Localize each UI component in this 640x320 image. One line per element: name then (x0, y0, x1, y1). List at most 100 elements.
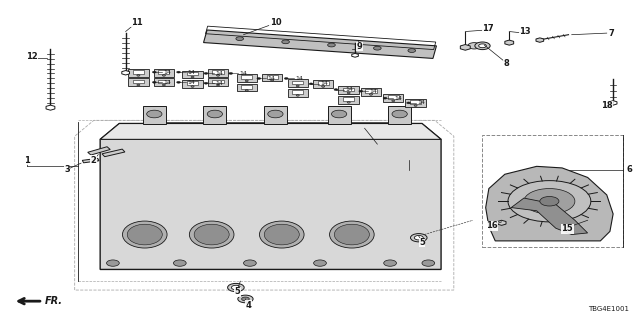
Circle shape (384, 260, 396, 266)
Ellipse shape (122, 221, 167, 248)
Circle shape (309, 83, 313, 85)
Circle shape (392, 110, 407, 118)
Text: TBG4E1001: TBG4E1001 (588, 306, 629, 312)
Circle shape (359, 90, 363, 92)
Polygon shape (511, 198, 588, 235)
Circle shape (236, 37, 244, 41)
Circle shape (414, 105, 417, 106)
Bar (328, 106, 351, 124)
Bar (208, 69, 228, 76)
Text: 5: 5 (234, 287, 240, 296)
Polygon shape (83, 158, 99, 163)
Polygon shape (122, 70, 129, 75)
Text: 18: 18 (601, 101, 612, 110)
Text: 15: 15 (561, 224, 573, 233)
Circle shape (207, 110, 223, 118)
Bar (182, 70, 203, 78)
Circle shape (242, 297, 249, 301)
Bar (383, 94, 403, 102)
Circle shape (191, 76, 194, 78)
Bar (204, 106, 227, 124)
Bar (212, 80, 223, 84)
Text: 7: 7 (609, 28, 614, 38)
Bar (241, 76, 252, 79)
Circle shape (479, 44, 486, 48)
Polygon shape (352, 53, 358, 57)
Circle shape (410, 234, 427, 242)
Text: 14: 14 (215, 71, 223, 76)
Bar (292, 81, 303, 84)
Polygon shape (204, 30, 436, 59)
Bar (287, 79, 308, 87)
Bar (483, 135, 623, 247)
Circle shape (332, 110, 347, 118)
Circle shape (137, 84, 140, 86)
Bar (154, 69, 174, 76)
Circle shape (216, 84, 220, 86)
Text: 1: 1 (24, 156, 30, 164)
Circle shape (422, 260, 435, 266)
Text: 14: 14 (345, 87, 353, 92)
Circle shape (508, 180, 591, 222)
Circle shape (408, 49, 415, 52)
Circle shape (177, 71, 180, 73)
Circle shape (347, 92, 350, 94)
Circle shape (524, 188, 575, 214)
Circle shape (191, 86, 194, 87)
Bar (339, 86, 359, 94)
Circle shape (204, 82, 208, 84)
Polygon shape (88, 147, 110, 155)
Ellipse shape (330, 221, 374, 248)
Polygon shape (100, 124, 441, 140)
Polygon shape (609, 101, 617, 105)
Text: 14: 14 (320, 81, 328, 86)
Text: 2: 2 (91, 156, 97, 164)
Circle shape (152, 81, 156, 83)
Circle shape (137, 75, 140, 76)
Circle shape (282, 40, 289, 44)
Text: 14: 14 (268, 76, 276, 81)
Bar (154, 78, 174, 86)
Polygon shape (460, 44, 470, 50)
Text: 14: 14 (188, 70, 195, 75)
Text: 11: 11 (131, 18, 142, 27)
Circle shape (475, 42, 490, 50)
Circle shape (468, 43, 481, 49)
Bar (313, 80, 333, 88)
Bar (132, 80, 144, 84)
Circle shape (163, 75, 165, 76)
Circle shape (347, 102, 350, 103)
Polygon shape (486, 166, 613, 241)
Circle shape (271, 79, 274, 81)
Circle shape (296, 95, 300, 96)
Bar (182, 80, 203, 88)
Circle shape (383, 97, 387, 99)
Text: 13: 13 (520, 27, 531, 36)
Circle shape (238, 295, 253, 303)
Text: 14: 14 (417, 100, 426, 105)
Ellipse shape (264, 224, 300, 245)
Circle shape (106, 260, 119, 266)
Polygon shape (505, 40, 514, 45)
Text: 4: 4 (246, 301, 252, 310)
Text: 3: 3 (64, 165, 70, 174)
Text: 14: 14 (215, 81, 223, 86)
Bar (365, 89, 376, 93)
Text: 8: 8 (503, 59, 509, 68)
Polygon shape (46, 105, 55, 110)
Circle shape (173, 260, 186, 266)
Ellipse shape (189, 221, 234, 248)
Bar (343, 97, 355, 101)
Text: FR.: FR. (45, 296, 63, 306)
Circle shape (245, 90, 248, 91)
Text: 14: 14 (188, 80, 195, 85)
Bar (410, 100, 421, 104)
Circle shape (284, 77, 288, 79)
Text: 17: 17 (483, 24, 494, 33)
Bar (158, 80, 170, 84)
Circle shape (232, 285, 241, 290)
Circle shape (406, 102, 410, 104)
Bar (264, 106, 287, 124)
Bar (208, 78, 228, 86)
Bar (237, 74, 257, 82)
